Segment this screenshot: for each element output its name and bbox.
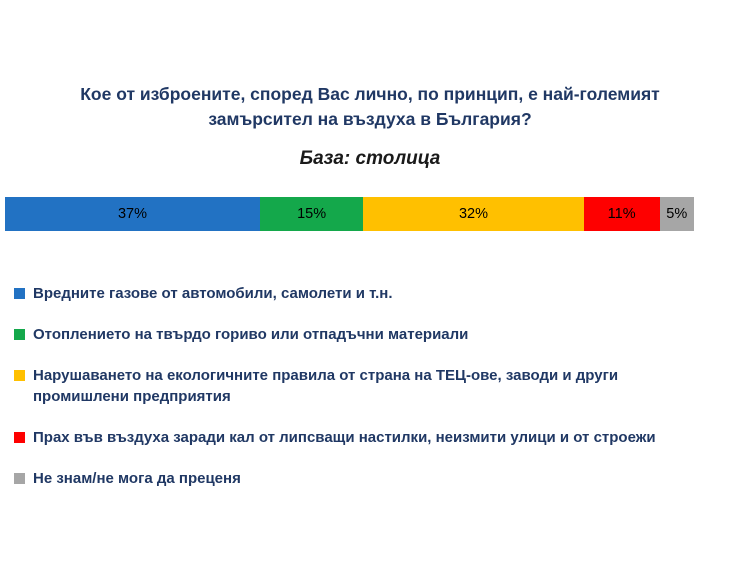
legend-item-dont-know: Не знам/не мога да преценя [14,468,726,490]
legend-item-industry: Нарушаването на екологичните правила от … [14,365,726,409]
legend-label: Нарушаването на екологичните правила от … [33,366,619,406]
bar-segment-dust: 11% [583,197,660,231]
chart-subtitle: База: столица [299,148,441,169]
bar-segment-industry: 32% [363,197,584,231]
legend-swatch-blue-icon [14,288,25,299]
legend-label: Отоплението на твърдо гориво или отпадъч… [33,325,469,343]
bar-segment-label: 32% [458,206,489,222]
legend-swatch-yellow-icon [14,369,25,381]
bar-segment-heating: 15% [259,197,364,231]
bar-segment-dont-know: 5% [659,197,694,231]
legend-item-heating: Отоплението на твърдо гориво или отпадъч… [14,324,726,346]
bar-segment-cars: 37% [5,197,260,231]
bar-segment-label: 11% [607,206,636,222]
legend-item-cars: Вредните газове от автомобили, самолети … [14,283,726,305]
bar-segment-label: 5% [666,206,688,222]
legend-label: Вредните газове от автомобили, самолети … [33,285,393,302]
legend-swatch-red-icon [14,432,25,443]
legend-label: Прах във въздуха заради кал от липсващи … [33,429,656,446]
chart-title: Кое от изброените, според Вас лично, по … [80,84,660,130]
legend-label: Не знам/не мога да преценя [33,469,241,487]
legend-item-dust: Прах във въздуха заради кал от липсващи … [14,427,726,449]
bar-segment-label: 15% [297,206,327,222]
stacked-bar: 37% 15% 32% 11% 5% [5,197,694,231]
bar-segment-label: 37% [117,206,147,222]
legend-swatch-green-icon [14,328,25,340]
chart-legend: Вредните газове от автомобили, самолети … [14,283,726,490]
legend-swatch-gray-icon [14,472,25,484]
